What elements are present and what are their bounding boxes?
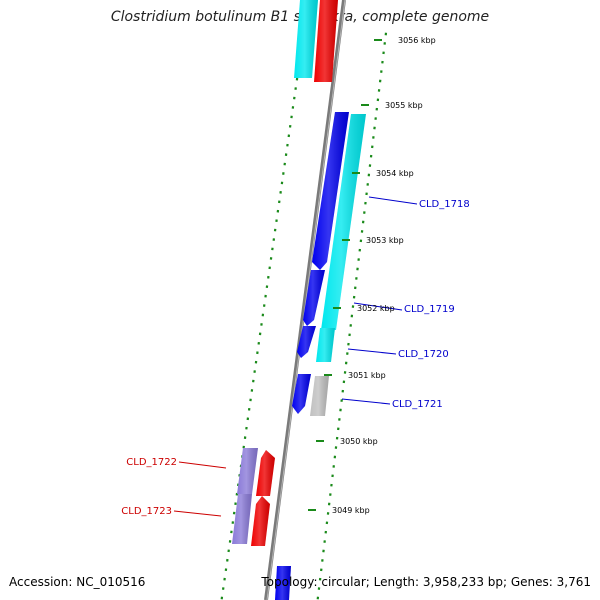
- gene-label-cld_1723[interactable]: CLD_1723: [121, 506, 172, 517]
- forward-gene-3[interactable]: [297, 326, 316, 358]
- top-red-gene[interactable]: [314, 0, 338, 82]
- forward-gene-cyan-2-shading: [316, 328, 335, 362]
- tick-label: 3053 kbp: [366, 236, 404, 245]
- label-connector: [347, 348, 397, 355]
- top-cyan-gene-shading: [294, 0, 318, 78]
- genome-backbone-highlight: [266, 0, 346, 600]
- reverse-gene-red-2[interactable]: [251, 496, 270, 546]
- pseudo-gene-shading: [310, 376, 329, 416]
- left-ruler: [220, 30, 306, 600]
- forward-gene-cyan-shading: [321, 114, 366, 330]
- tick-label: 3050 kbp: [340, 437, 378, 446]
- tick-label: 3054 kbp: [376, 169, 414, 178]
- bottom-blue-gene-shading: [275, 566, 291, 600]
- reverse-gene-purple-1[interactable]: [237, 448, 258, 494]
- reverse-gene-purple-2-shading: [232, 494, 252, 544]
- genome-backbone: [264, 0, 346, 600]
- kbp-ticks: 3056 kbp 3055 kbp 3054 kbp 3053 kbp 3052 kbp…: [308, 36, 436, 515]
- gene-label-cld_1720[interactable]: CLD_1720: [398, 349, 449, 360]
- forward-gene-3-shading: [297, 326, 316, 358]
- reverse-gene-red-2-shading: [251, 496, 270, 546]
- accession-text: Accession: NC_010516: [9, 575, 146, 589]
- forward-gene-cyan-2[interactable]: [316, 328, 335, 362]
- pseudo-gene[interactable]: [310, 376, 329, 416]
- forward-gene-1-shading: [312, 112, 349, 270]
- reverse-gene-red-1[interactable]: [256, 450, 275, 496]
- label-connector: [178, 461, 227, 469]
- gene-label-cld_1718[interactable]: CLD_1718: [419, 199, 470, 210]
- forward-gene-4-shading: [292, 374, 311, 414]
- label-connector: [353, 302, 403, 311]
- top-cyan-gene[interactable]: [294, 0, 318, 78]
- tick-label: 3049 kbp: [332, 506, 370, 515]
- gene-features[interactable]: [232, 0, 366, 600]
- forward-gene-1[interactable]: [312, 112, 349, 270]
- forward-gene-2-shading: [303, 270, 325, 326]
- tick-label: 3052 kbp: [357, 304, 395, 313]
- gene-labels[interactable]: CLD_1718 CLD_1719 CLD_1720 CLD_1721 CLD_1722…: [121, 199, 469, 517]
- label-connector: [368, 196, 418, 205]
- forward-gene-cyan[interactable]: [321, 114, 366, 330]
- label-connector: [341, 398, 391, 405]
- tick-label: 3051 kbp: [348, 371, 386, 380]
- tick-label: 3055 kbp: [385, 101, 423, 110]
- gene-label-cld_1722[interactable]: CLD_1722: [126, 457, 177, 468]
- tick-label: 3056 kbp: [398, 36, 436, 45]
- forward-gene-2[interactable]: [303, 270, 325, 326]
- label-connectors: [173, 196, 418, 517]
- forward-gene-4[interactable]: [292, 374, 311, 414]
- right-ruler: [316, 32, 388, 600]
- label-connector: [173, 510, 222, 517]
- genome-stats-text: Topology: circular; Length: 3,958,233 bp…: [261, 575, 591, 589]
- reverse-gene-red-1-shading: [256, 450, 275, 496]
- reverse-gene-purple-1-shading: [237, 448, 258, 494]
- reverse-gene-purple-2[interactable]: [232, 494, 252, 544]
- top-red-gene-shading: [314, 0, 338, 82]
- ruler-dashes: [220, 30, 388, 600]
- gene-label-cld_1719[interactable]: CLD_1719: [404, 304, 455, 315]
- gene-label-cld_1721[interactable]: CLD_1721: [392, 399, 443, 410]
- bottom-blue-gene[interactable]: [275, 566, 291, 600]
